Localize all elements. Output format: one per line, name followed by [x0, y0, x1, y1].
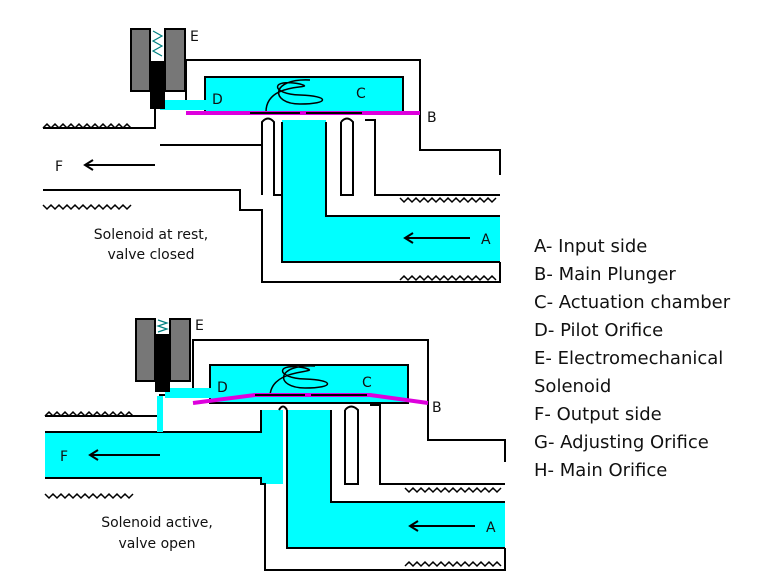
- input-channel-outline: [281, 122, 500, 263]
- solenoid-spring: [151, 30, 164, 57]
- label-a: A: [481, 232, 491, 248]
- adjusting-orifice-open: [278, 405, 359, 485]
- output-channel-wall: [160, 144, 263, 195]
- thread-left-bottom: [42, 203, 132, 211]
- panel-closed: [42, 28, 501, 283]
- main-orifice-fluid-open-2: [287, 410, 331, 510]
- thread-left-top: [42, 122, 132, 130]
- solenoid-coil-left-open: [135, 318, 156, 382]
- caption-line-1: Solenoid at rest,: [94, 227, 208, 243]
- panel-open-labels: E D C B F A Solenoid active, valve open: [60, 318, 496, 552]
- legend-item-a: A- Input side: [534, 236, 648, 257]
- guide-post-right: [340, 117, 354, 196]
- legend-item-c: C- Actuation chamber: [534, 292, 731, 313]
- label-c: C: [356, 86, 366, 102]
- legend-item-h: H- Main Orifice: [534, 460, 668, 481]
- panel-open: [44, 318, 506, 571]
- pilot-orifice-fluid-open: [165, 388, 211, 398]
- thread-right-bottom: [399, 274, 497, 282]
- flow-arrow-f-open: [88, 449, 160, 461]
- flow-arrow-f: [83, 159, 155, 171]
- caption-line-2: valve open: [118, 536, 195, 552]
- legend-item-f: F- Output side: [534, 404, 662, 425]
- caption-line-2: valve closed: [107, 247, 194, 263]
- main-orifice-fluid: [282, 120, 326, 220]
- pilot-channel-fluid-open: [157, 396, 163, 432]
- panel-closed-labels: E D C B F A Solenoid at rest, valve clos…: [55, 29, 491, 263]
- solenoid-coil-right: [164, 28, 186, 92]
- legend-item-b: B- Main Plunger: [534, 264, 676, 285]
- spring: [265, 79, 323, 113]
- label-b: B: [432, 400, 442, 416]
- legend-item-d: D- Pilot Orifice: [534, 320, 664, 341]
- label-e: E: [190, 29, 199, 45]
- label-d: D: [217, 380, 228, 396]
- label-d: D: [212, 92, 223, 108]
- legend: A- Input side B- Main Plunger C- Actuati…: [534, 233, 730, 485]
- spring-open: [269, 365, 328, 398]
- thread-right-top-open: [404, 486, 502, 494]
- input-channel-outline-open: [286, 410, 505, 549]
- thread-right-bottom-open: [404, 560, 502, 568]
- pilot-orifice-fluid: [160, 100, 206, 110]
- output-channel-outline: [45, 410, 262, 479]
- thread-left-bottom-open: [44, 492, 134, 500]
- housing-right-open: [370, 404, 505, 485]
- solenoid-core: [150, 61, 165, 109]
- main-orifice-fluid-open: [261, 410, 283, 484]
- label-f: F: [60, 449, 68, 465]
- legend-item-e: E- Electromechanical: [534, 348, 724, 369]
- label-e: E: [195, 318, 204, 334]
- label-c: C: [362, 375, 372, 391]
- caption-line-1: Solenoid active,: [101, 515, 213, 531]
- adjusting-orifice: [261, 117, 282, 196]
- flow-arrow-a: [403, 232, 470, 244]
- label-b: B: [427, 110, 437, 126]
- solenoid-coil-left: [130, 28, 151, 92]
- flow-arrow-a-open: [408, 520, 475, 532]
- legend-item-g: G- Adjusting Orifice: [534, 432, 709, 453]
- solenoid-spring-open: [156, 319, 169, 333]
- housing-right: [365, 119, 500, 196]
- label-a: A: [486, 520, 496, 536]
- solenoid-coil-right-open: [169, 318, 191, 382]
- thread-left-top-open: [44, 410, 134, 418]
- thread-right-top: [399, 196, 497, 204]
- legend-item-e-cont: Solenoid: [534, 376, 612, 397]
- solenoid-core-open: [155, 334, 170, 392]
- label-f: F: [55, 159, 63, 175]
